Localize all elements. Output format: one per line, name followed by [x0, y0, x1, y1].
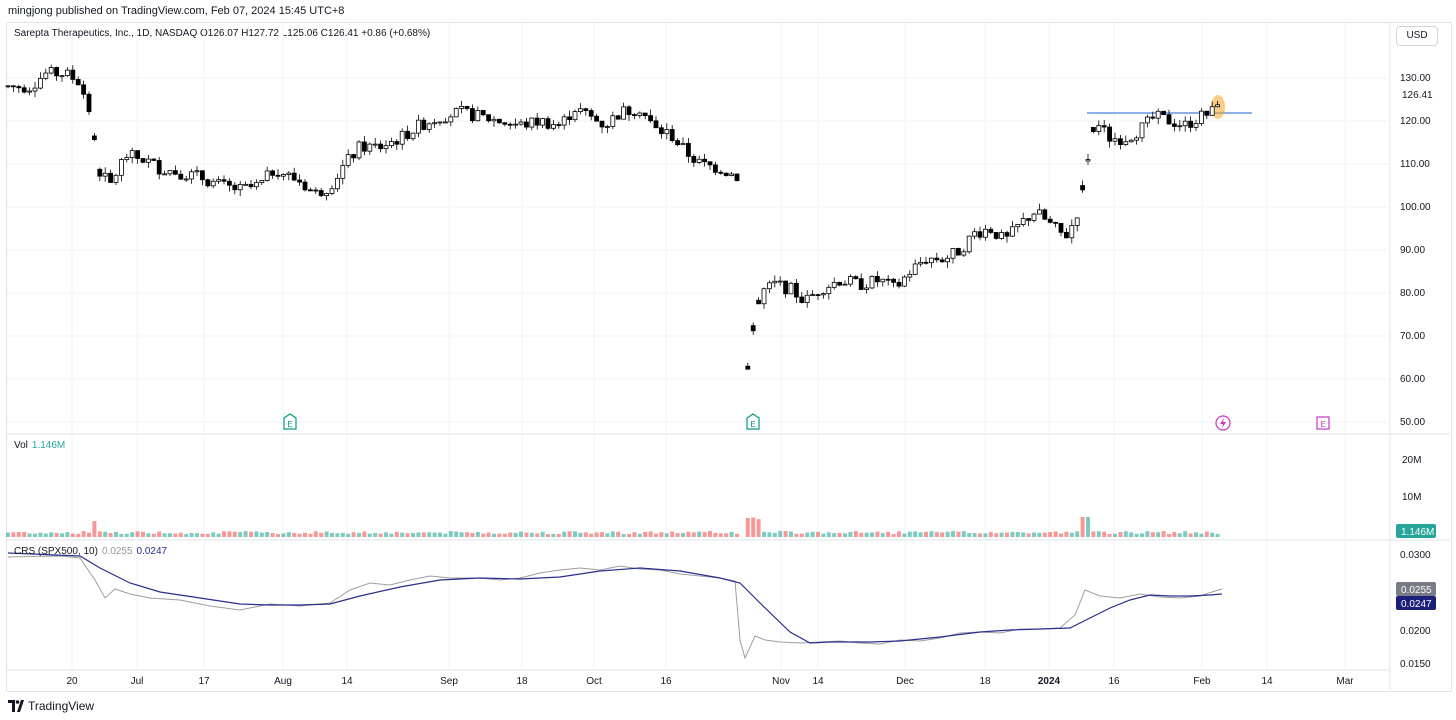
footer: TradingView [8, 699, 94, 713]
crs-legend-value1: 0.0255 [101, 546, 133, 557]
tradingview-brand[interactable]: TradingView [28, 699, 95, 713]
tradingview-logo-icon [8, 700, 24, 712]
crs-legend-value2: 0.0247 [136, 546, 168, 557]
volume-legend: Vol 1.146M [14, 440, 65, 451]
crs-legend-title: CRS (SPX500, 10) [14, 546, 98, 557]
crs-legend: CRS (SPX500, 10) 0.0255 0.0247 [14, 546, 167, 557]
publish-info: mingjong published on TradingView.com, F… [8, 5, 345, 17]
chart-frame [6, 22, 1452, 692]
volume-legend-title: Vol [14, 440, 28, 451]
symbol-info: Sarepta Therapeutics, Inc., 1D, NASDAQ O… [14, 28, 431, 39]
volume-legend-value: 1.146M [31, 440, 66, 451]
currency-button[interactable]: USD [1396, 26, 1438, 46]
